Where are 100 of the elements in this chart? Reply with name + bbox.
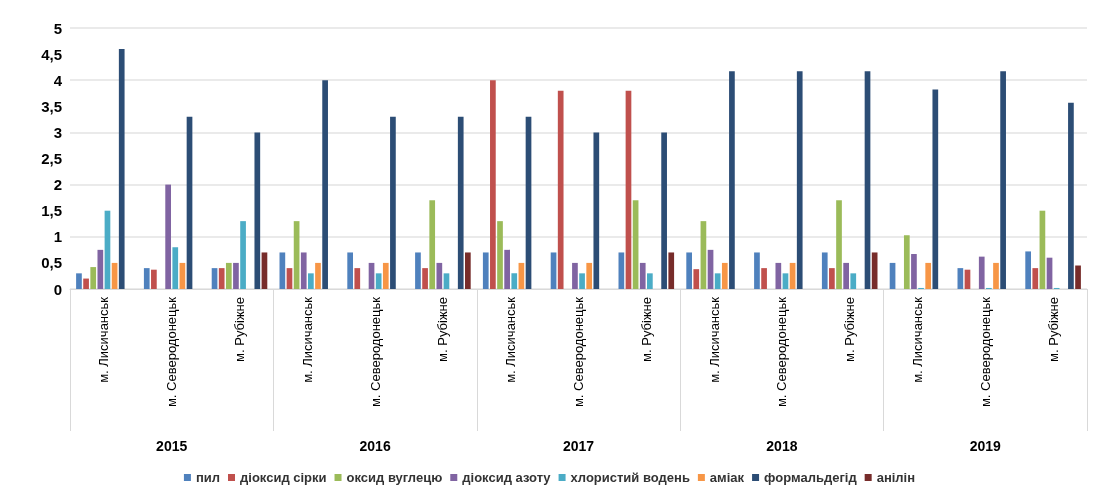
bar bbox=[322, 80, 328, 289]
bar bbox=[925, 262, 932, 289]
bar bbox=[836, 200, 842, 289]
bar bbox=[754, 252, 760, 289]
bar bbox=[1075, 265, 1081, 289]
bar bbox=[821, 252, 828, 289]
bar bbox=[714, 273, 721, 289]
legend-label: анілін bbox=[876, 470, 916, 485]
legend-label: пил bbox=[195, 470, 221, 485]
x-tick-label: м. Рубіжне bbox=[232, 297, 247, 362]
x-tick-label: м. Северодонецьк bbox=[977, 296, 993, 408]
bar bbox=[1032, 268, 1039, 289]
bar bbox=[978, 256, 985, 289]
x-tick-label: м. Лисичанськ bbox=[706, 296, 722, 383]
y-tick-label: 3,5 bbox=[41, 97, 62, 115]
x-tick-label: м. Лисичанськ bbox=[299, 296, 315, 383]
legend-label: оксид вуглецю bbox=[346, 470, 443, 485]
bar bbox=[511, 273, 518, 289]
bar bbox=[422, 268, 428, 289]
bar bbox=[76, 273, 82, 289]
y-tick-label: 4,5 bbox=[41, 45, 62, 63]
bar bbox=[932, 89, 939, 289]
legend-label: формальдегід bbox=[764, 470, 858, 485]
bar bbox=[300, 252, 307, 289]
bar bbox=[415, 252, 421, 289]
bar bbox=[686, 252, 692, 289]
legend-label: хлористий водень bbox=[570, 470, 690, 485]
y-tick-label: 4 bbox=[53, 71, 63, 89]
x-tick-label: м. Северодонецьк bbox=[164, 296, 180, 408]
bar bbox=[465, 252, 471, 289]
x-tick-label: м. Северодонецьк bbox=[571, 296, 586, 408]
bar bbox=[443, 273, 450, 289]
bar bbox=[354, 268, 361, 289]
bar bbox=[1068, 102, 1074, 289]
bar bbox=[572, 262, 578, 289]
bar bbox=[829, 268, 835, 289]
bar bbox=[254, 132, 261, 289]
y-tick-label: 2 bbox=[53, 176, 62, 194]
bar bbox=[90, 267, 97, 289]
x-tick-label: м. Северодонецьк bbox=[774, 296, 790, 408]
legend-label: аміак bbox=[709, 470, 745, 485]
bar bbox=[457, 116, 464, 289]
text: 2015 bbox=[156, 438, 188, 454]
y-tick-label: 0,5 bbox=[41, 254, 62, 272]
bar bbox=[151, 269, 157, 289]
y-tick-label: 5 bbox=[53, 19, 62, 37]
x-tick-label: м. Северодонецьк bbox=[367, 296, 383, 408]
bar bbox=[390, 116, 396, 289]
bar bbox=[83, 278, 89, 289]
bar bbox=[233, 262, 239, 289]
bar bbox=[775, 262, 782, 289]
bar bbox=[850, 273, 857, 289]
y-tick-label: 1 bbox=[53, 228, 62, 246]
bar bbox=[557, 90, 564, 289]
bar bbox=[586, 262, 593, 289]
bar bbox=[308, 273, 314, 289]
y-tick-label: 1,5 bbox=[41, 202, 62, 220]
bar bbox=[1025, 251, 1031, 289]
bar bbox=[347, 252, 353, 289]
legend-label: діоксид сірки bbox=[240, 470, 327, 485]
legend-label: діоксид азоту bbox=[462, 470, 552, 485]
x-tick-label: м. Рубіжне bbox=[638, 297, 654, 362]
bar bbox=[218, 268, 225, 289]
bar bbox=[761, 268, 767, 289]
bar bbox=[382, 262, 389, 289]
bar bbox=[579, 273, 585, 289]
y-tick-label: 3 bbox=[53, 123, 62, 141]
x-tick-label: м. Лисичанськ bbox=[96, 296, 112, 383]
y-tick-label: 2,5 bbox=[41, 150, 62, 167]
bar bbox=[436, 262, 443, 289]
bar bbox=[693, 269, 700, 289]
bar bbox=[1000, 71, 1006, 289]
text: 2017 bbox=[562, 438, 595, 454]
x-tick-label: м. Лисичанськ bbox=[910, 296, 925, 383]
x-tick-label: м. Рубіжне bbox=[842, 297, 858, 362]
bar bbox=[497, 221, 503, 289]
bar bbox=[796, 71, 803, 289]
bar bbox=[225, 262, 232, 289]
bar bbox=[782, 273, 789, 289]
bar bbox=[172, 247, 179, 289]
bar bbox=[661, 132, 667, 289]
bar bbox=[843, 262, 849, 289]
bar bbox=[482, 252, 489, 289]
bar bbox=[668, 252, 675, 289]
text: 2019 bbox=[969, 438, 1002, 454]
bar bbox=[993, 262, 999, 289]
bar bbox=[118, 48, 125, 289]
x-tick-label: м. Рубіжне bbox=[1045, 297, 1061, 362]
bar bbox=[639, 262, 646, 289]
bar bbox=[165, 184, 171, 289]
bar bbox=[721, 262, 728, 289]
x-tick-label: м. Рубіжне bbox=[435, 297, 451, 362]
bar bbox=[647, 273, 653, 289]
bar bbox=[911, 254, 917, 289]
bar bbox=[315, 262, 321, 289]
bar bbox=[429, 200, 436, 289]
x-tick-label: м. Лисичанськ bbox=[503, 296, 519, 383]
bar bbox=[240, 221, 246, 289]
text: 2018 bbox=[766, 438, 798, 454]
bar bbox=[593, 132, 600, 289]
